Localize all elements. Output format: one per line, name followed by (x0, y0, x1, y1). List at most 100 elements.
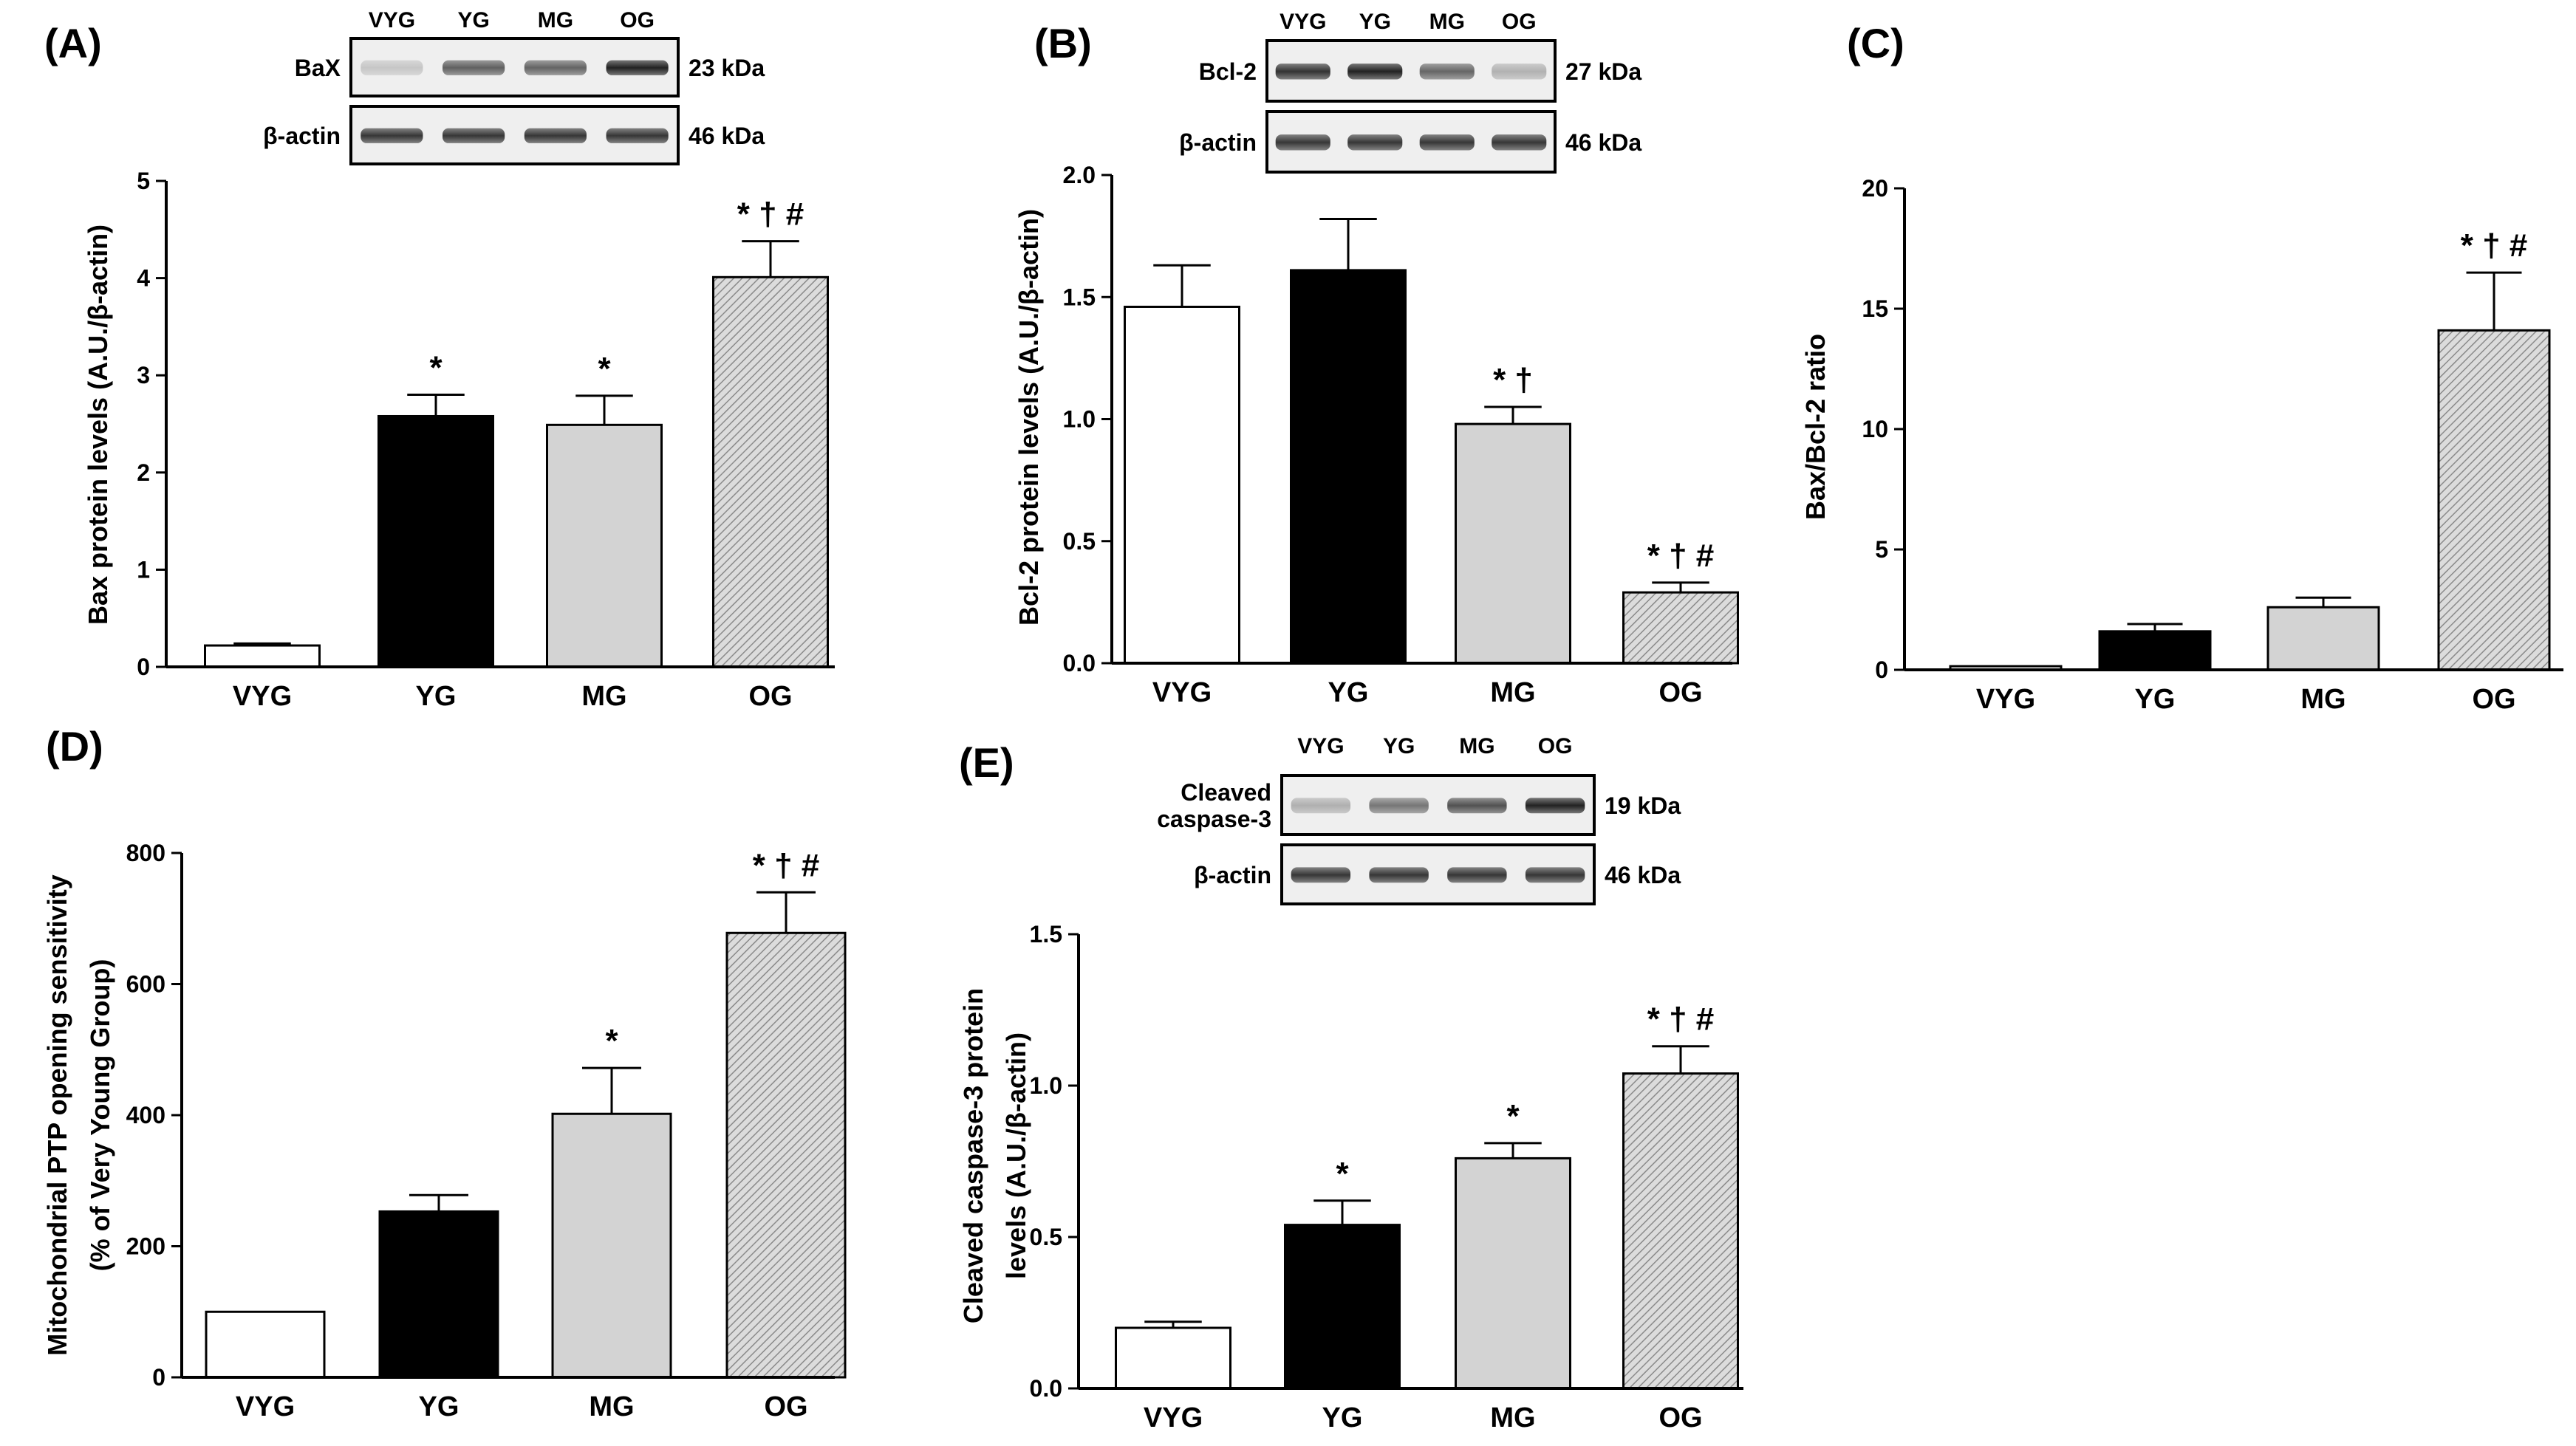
y-tick-label: 15 (1862, 295, 1888, 322)
y-tick-label: 0 (1875, 657, 1888, 683)
y-tick-label: 10 (1862, 416, 1888, 442)
blot-lane-label: OG (1502, 10, 1537, 34)
blot-row-label: β-actin (1194, 862, 1271, 888)
y-tick-label: 0.5 (1063, 528, 1096, 555)
blot-band (1347, 134, 1403, 151)
x-tick-label: MG (1490, 1402, 1535, 1433)
blot-row-label: Cleaved (1181, 779, 1271, 806)
x-tick-label: OG (748, 681, 792, 712)
blot-band (361, 128, 423, 143)
y-tick-label: 0.5 (1030, 1224, 1062, 1250)
y-axis-label: Bax/Bcl-2 ratio (1800, 334, 1831, 520)
significance-marker: * † (1493, 362, 1533, 398)
chart-panel-4: (D) 0 200 400 600 800 VYG YG * MG * † # OG Mitochond… (42, 723, 847, 1422)
y-axis-label: Bax protein levels (A.U./β-actin) (83, 225, 113, 625)
chart-panel-5: (E) 0.0 0.5 1.0 1.5 VYG * YG * MG * † # OG Cleaved c… (958, 734, 1743, 1433)
y-tick-label: 200 (126, 1233, 165, 1260)
bar (1124, 305, 1240, 665)
x-tick-label: YG (416, 681, 457, 712)
blot-band (1419, 64, 1475, 80)
y-tick-label: 5 (1875, 536, 1888, 563)
y-tick-label: 3 (137, 362, 150, 388)
significance-marker: * (1506, 1098, 1520, 1134)
y-axis-label-2: levels (A.U./β-actin) (1001, 1032, 1031, 1279)
x-tick-label: OG (1658, 1402, 1702, 1433)
significance-marker: * † # (2461, 227, 2528, 264)
blot-kda-label: 46 kDa (1565, 129, 1641, 156)
x-tick-label: VYG (1144, 1402, 1203, 1433)
bar (546, 423, 663, 668)
y-tick-label: 1 (137, 556, 150, 583)
blot-lane-label: OG (620, 8, 655, 32)
blot-row-label: Bcl-2 (1199, 58, 1257, 85)
blot-band (1419, 134, 1475, 151)
x-tick-label: MG (581, 681, 626, 712)
bar (1622, 591, 1739, 665)
x-tick-label: VYG (233, 681, 292, 712)
chart-panel-2: (B) 0.0 0.5 1.0 1.5 2.0 VYG YG * † MG * † # OG Bcl-2… (1014, 10, 1739, 708)
significance-marker: * † # (737, 196, 804, 233)
x-tick-label: YG (1322, 1402, 1363, 1433)
y-tick-label: 0 (137, 654, 150, 680)
blot-row-label: caspase-3 (1157, 806, 1271, 832)
x-tick-label: VYG (1152, 677, 1212, 708)
significance-marker: * (429, 350, 443, 386)
blot-band (443, 60, 505, 75)
bar (2437, 329, 2551, 671)
blot-lane-label: YG (1359, 10, 1391, 34)
y-tick-label: 0.0 (1030, 1375, 1062, 1402)
panel-label: (C) (1847, 20, 1904, 66)
blot-band (1525, 798, 1585, 814)
blot-kda-label: 19 kDa (1605, 792, 1681, 819)
blot-kda-label: 46 kDa (1605, 862, 1681, 888)
bar (1284, 1224, 1401, 1390)
blot-band (1347, 64, 1403, 80)
bar (551, 1112, 672, 1379)
blot-lane-label: YG (457, 8, 489, 32)
western-blot: VYG YG MG OG Bcl-2 27 kDa β-actin 46 kDa (1179, 10, 1641, 174)
bar (377, 414, 494, 668)
bar (1455, 422, 1571, 665)
y-tick-label: 400 (126, 1102, 165, 1128)
blot-kda-label: 46 kDa (689, 123, 765, 149)
panel-label: (B) (1034, 20, 1092, 66)
bar (205, 1310, 326, 1379)
x-tick-label: VYG (236, 1391, 295, 1422)
blot-row-label: β-actin (263, 123, 341, 149)
panel-label: (A) (44, 20, 102, 66)
y-tick-label: 2 (137, 459, 150, 486)
panel-label: (D) (46, 723, 103, 770)
chart-panel-3: (C) 0 5 10 15 20 VYG YG MG * † # OG Bax/Bcl-2 ratio (1800, 20, 2563, 715)
y-axis-label: Mitochondrial PTP opening sensitivity (42, 874, 72, 1355)
x-tick-label: YG (2135, 684, 2176, 715)
y-tick-label: 5 (137, 168, 150, 194)
bar (1455, 1157, 1571, 1390)
blot-lane-label: OG (1538, 734, 1573, 758)
blot-band (1369, 867, 1429, 883)
significance-marker: * † # (1647, 538, 1715, 574)
y-tick-label: 20 (1862, 175, 1888, 202)
bar (378, 1210, 499, 1379)
x-tick-label: OG (764, 1391, 807, 1422)
blot-lane-label: VYG (369, 8, 415, 32)
significance-marker: * (1336, 1156, 1349, 1192)
bar (204, 644, 321, 668)
blot-band (1369, 798, 1429, 814)
significance-marker: * (598, 351, 611, 387)
y-tick-label: 0.0 (1063, 650, 1096, 676)
bar (1115, 1326, 1231, 1390)
y-tick-label: 0 (152, 1364, 165, 1391)
blot-band (524, 128, 587, 143)
blot-lane-label: MG (1459, 734, 1494, 758)
x-tick-label: YG (1328, 677, 1369, 708)
y-axis-label: Cleaved caspase-3 protein (958, 988, 988, 1323)
blot-lane-label: VYG (1297, 734, 1344, 758)
bar (1622, 1072, 1739, 1390)
blot-band (1492, 134, 1547, 151)
significance-marker: * † # (753, 847, 820, 883)
y-tick-label: 600 (126, 971, 165, 998)
blot-band (361, 60, 423, 75)
western-blot: VYG YG MG OG BaX 23 kDa β-actin 46 kDa (263, 8, 765, 165)
bar (1290, 269, 1407, 665)
